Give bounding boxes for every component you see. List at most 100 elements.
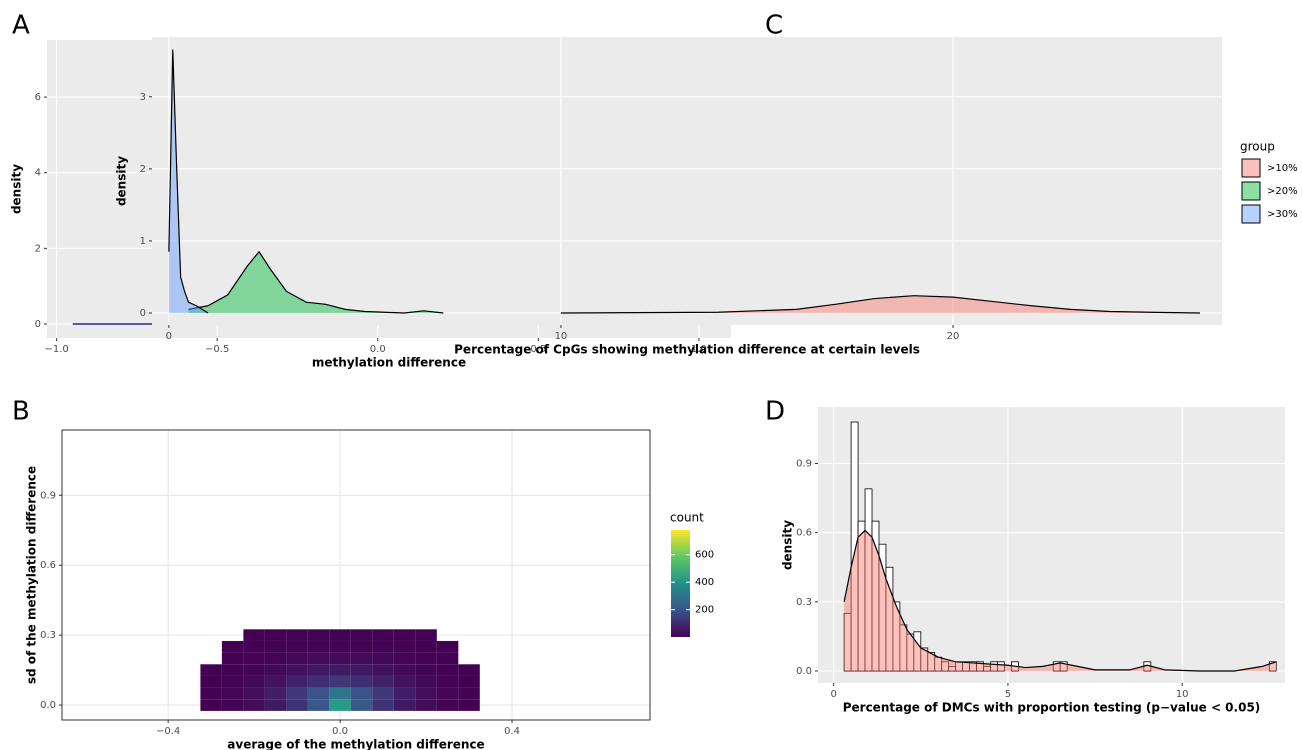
area-fill xyxy=(188,251,444,313)
hex-cell xyxy=(286,640,308,653)
density-line xyxy=(560,295,1201,314)
y-tick-label: 2 xyxy=(140,164,146,175)
hex-cell xyxy=(243,699,265,711)
hex-cell xyxy=(200,675,222,688)
y-tick-label: 0.9 xyxy=(40,490,56,501)
hex-cell xyxy=(350,640,373,653)
y-tick-label: 0.3 xyxy=(796,597,812,608)
hex-cell xyxy=(329,629,351,641)
hex-cell xyxy=(243,675,265,688)
hex-cell xyxy=(286,629,308,641)
hex-cell xyxy=(307,652,330,665)
hex-cell xyxy=(243,687,265,700)
y-tick-label: 1 xyxy=(140,236,146,247)
hex-cell xyxy=(436,640,459,653)
hex-cell xyxy=(393,629,416,641)
legend-label: >30% xyxy=(1267,209,1298,220)
hex-cell xyxy=(458,699,480,711)
hex-cell xyxy=(221,664,244,676)
legend-key xyxy=(1241,181,1261,201)
hex-cell xyxy=(286,664,308,676)
hex-cell xyxy=(393,699,416,711)
hex-cell xyxy=(329,675,351,688)
histogram-bar xyxy=(1059,661,1068,672)
hex-cell xyxy=(436,675,459,688)
x-tick-label: 10 xyxy=(1176,689,1189,700)
x-tick-label: 1.0 xyxy=(691,344,707,355)
panel-label: C xyxy=(765,11,783,41)
y-axis-title: density xyxy=(10,164,24,214)
hex-cell xyxy=(372,629,394,641)
hex-cell xyxy=(393,675,416,688)
x-tick-label: −0.4 xyxy=(156,726,180,737)
hex-cell xyxy=(307,675,330,688)
y-tick-label: 0.3 xyxy=(40,630,56,641)
hex-cell xyxy=(393,664,416,676)
legend-key xyxy=(1241,158,1261,178)
hex-cell xyxy=(221,699,244,711)
x-tick-label: 10 xyxy=(555,331,568,342)
x-tick-label: 0.0 xyxy=(370,344,386,355)
hex-cell xyxy=(372,687,394,700)
x-axis-title: methylation difference xyxy=(312,356,466,370)
hex-cell xyxy=(415,699,437,711)
hex-cell xyxy=(221,675,244,688)
colorbar-label: 600 xyxy=(695,550,714,561)
hex-cell xyxy=(393,687,416,700)
x-axis-title: Percentage of DMCs with proportion testi… xyxy=(843,701,1261,715)
y-tick-label: 0.9 xyxy=(796,458,812,469)
hex-cell xyxy=(243,640,265,653)
hex-cell xyxy=(286,699,308,711)
density-line xyxy=(843,529,1277,672)
hex-cell xyxy=(415,664,437,676)
hex-cell xyxy=(393,652,416,665)
hex-cell xyxy=(372,640,394,653)
x-tick-label: 5 xyxy=(1005,689,1011,700)
hex-cell xyxy=(307,664,330,676)
hex-cell xyxy=(264,687,287,700)
hex-cell xyxy=(329,699,351,711)
hex-cell xyxy=(243,664,265,676)
y-tick-label: 6 xyxy=(35,92,41,103)
x-tick-label: 0.4 xyxy=(504,726,520,737)
hex-cell xyxy=(221,687,244,700)
hex-cell xyxy=(436,652,459,665)
hex-cell xyxy=(264,675,287,688)
x-tick-label: −1.0 xyxy=(44,344,68,355)
density-line xyxy=(168,49,209,314)
hex-cell xyxy=(221,652,244,665)
density-line xyxy=(188,251,444,314)
hex-cell xyxy=(415,687,437,700)
y-tick-label: 0.6 xyxy=(796,528,812,539)
hex-cell xyxy=(458,664,480,676)
y-tick-label: 0 xyxy=(140,308,146,319)
hex-cell xyxy=(307,687,330,700)
x-axis-title: average of the methylation difference xyxy=(227,738,484,750)
hex-cell xyxy=(307,699,330,711)
x-tick-label: 0 xyxy=(830,689,836,700)
hex-cell xyxy=(329,640,351,653)
colorbar-label: 400 xyxy=(695,577,714,588)
panel-label: A xyxy=(12,11,30,41)
hex-cell xyxy=(329,664,351,676)
legend-key xyxy=(1241,204,1261,224)
hex-cell xyxy=(393,640,416,653)
x-tick-label: −0.5 xyxy=(205,344,229,355)
hex-cell xyxy=(286,687,308,700)
hex-cell xyxy=(264,699,287,711)
colorbar xyxy=(671,530,690,637)
y-tick-label: 2 xyxy=(35,243,41,254)
hex-cell xyxy=(200,699,222,711)
hex-cell xyxy=(458,687,480,700)
x-axis-title: Percentage of CpGs showing methylation d… xyxy=(454,343,920,357)
area-fill xyxy=(168,49,209,313)
hex-cell xyxy=(350,675,373,688)
hex-cell xyxy=(436,664,459,676)
hex-cell xyxy=(458,675,480,688)
y-axis-title: density xyxy=(781,520,795,570)
y-tick-label: 0 xyxy=(35,319,41,330)
plot-background xyxy=(152,37,1222,325)
histogram-bar xyxy=(997,661,1005,672)
y-tick-label: 4 xyxy=(35,168,41,179)
hex-cell xyxy=(286,675,308,688)
